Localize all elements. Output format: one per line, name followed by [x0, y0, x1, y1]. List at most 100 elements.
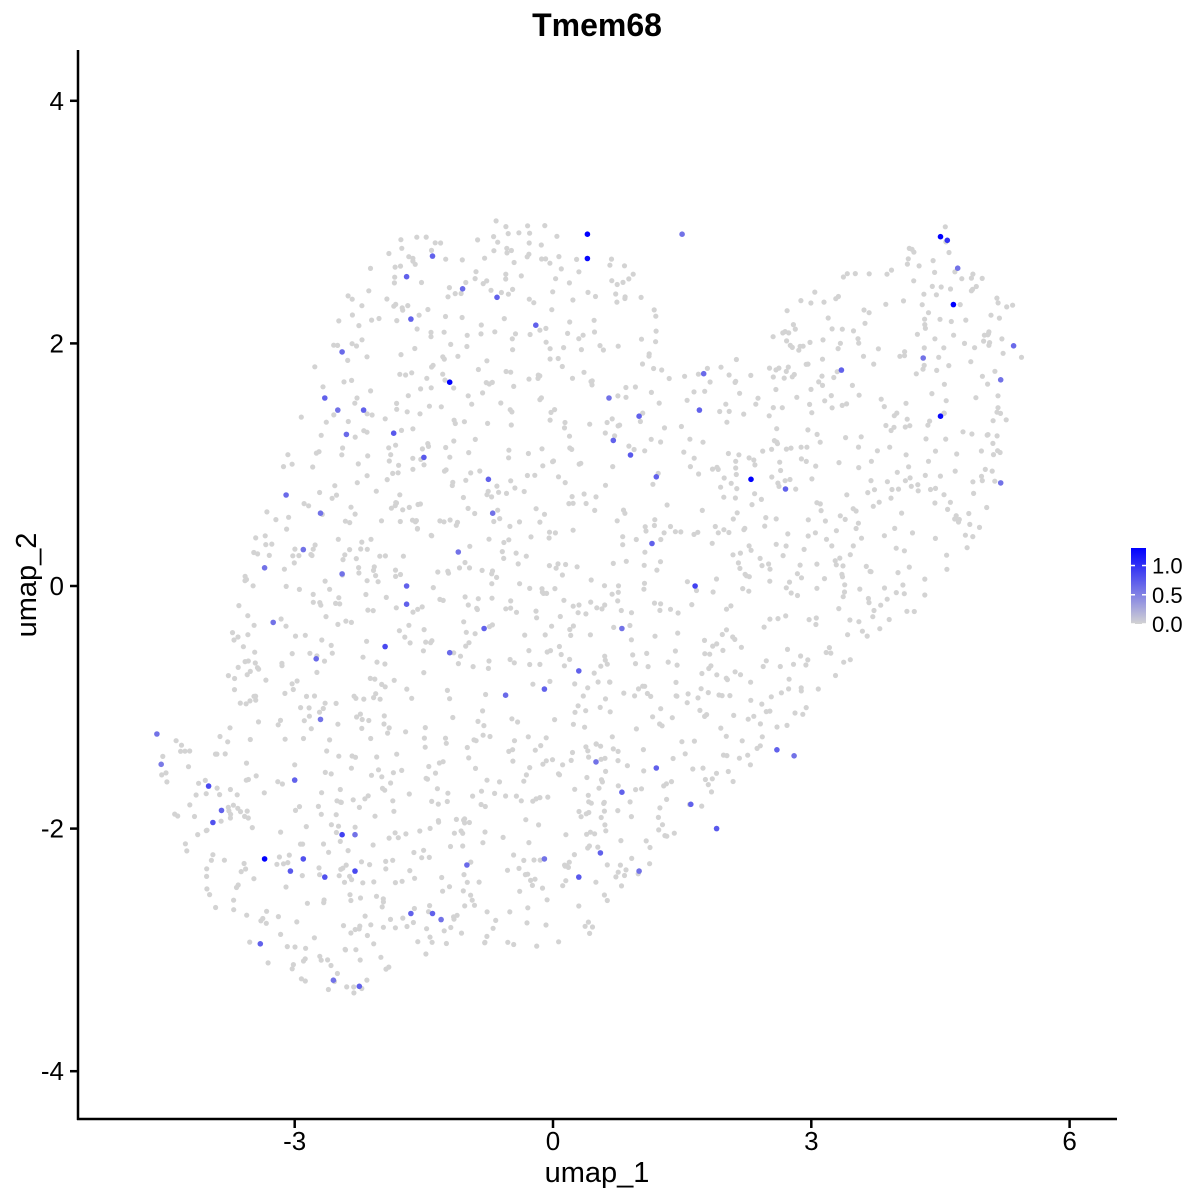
cell-point: [602, 430, 608, 436]
cell-point: [927, 418, 933, 424]
cell-point: [260, 915, 266, 922]
expressing-cell-point: [700, 370, 707, 377]
cell-point: [946, 249, 952, 256]
cell-point: [664, 796, 670, 803]
cell-point: [901, 548, 908, 554]
cell-point: [645, 664, 651, 670]
cell-point: [364, 411, 370, 417]
cell-point: [421, 627, 427, 633]
cell-point: [546, 529, 553, 535]
cell-point: [480, 281, 486, 287]
cell-point: [249, 825, 255, 831]
cell-point: [263, 542, 269, 548]
cell-point: [403, 831, 409, 837]
cell-point: [723, 606, 730, 612]
cell-point: [410, 466, 416, 472]
cell-point: [901, 353, 908, 359]
cell-point: [640, 747, 647, 753]
cell-point: [427, 825, 433, 832]
cell-point: [208, 857, 214, 863]
cell-point: [566, 859, 572, 865]
cell-point: [399, 767, 405, 774]
cell-point: [430, 362, 436, 368]
cell-point: [566, 501, 572, 507]
cell-point: [737, 550, 744, 556]
cell-point: [640, 410, 646, 416]
cell-point: [941, 492, 947, 498]
cell-point: [407, 868, 413, 874]
cell-point: [195, 832, 201, 838]
expressing-cell-point: [649, 540, 655, 547]
cell-point: [543, 758, 549, 764]
expressing-cell-point: [154, 731, 160, 737]
cell-point: [221, 857, 227, 863]
cell-point: [447, 843, 454, 850]
cell-point: [598, 743, 604, 749]
cell-point: [191, 813, 198, 820]
cell-point: [911, 608, 917, 615]
cell-point: [275, 722, 281, 728]
x-axis-title: umap_1: [545, 1157, 650, 1189]
cell-point: [598, 756, 604, 762]
cell-point: [397, 518, 403, 525]
cell-point: [397, 571, 404, 578]
cell-point: [364, 429, 370, 435]
cell-point: [852, 271, 858, 277]
cell-point: [441, 329, 447, 335]
cell-point: [617, 862, 624, 868]
cell-point: [386, 445, 392, 451]
cell-point: [474, 606, 480, 613]
cell-point: [478, 322, 484, 328]
cell-point: [633, 726, 640, 732]
cell-point: [182, 841, 188, 847]
expressing-cell-point: [692, 583, 698, 589]
cell-point: [708, 789, 715, 795]
cell-point: [985, 332, 991, 338]
cell-point: [463, 477, 469, 483]
cell-point: [547, 417, 553, 423]
cell-point: [866, 600, 872, 606]
cell-point: [539, 885, 546, 891]
cell-point: [507, 407, 513, 413]
expressing-cell-point: [619, 625, 625, 632]
cell-point: [813, 615, 819, 621]
cell-point: [733, 471, 739, 478]
cell-point: [642, 524, 648, 530]
cell-point: [385, 730, 391, 736]
cell-point: [363, 591, 369, 598]
cell-point: [697, 707, 703, 714]
cell-point: [486, 536, 492, 542]
cell-point: [886, 616, 892, 623]
cell-point: [247, 698, 253, 704]
cell-point: [412, 875, 418, 881]
cell-point: [397, 263, 404, 269]
cell-point: [957, 302, 963, 308]
cell-point: [508, 422, 514, 428]
cell-point: [970, 271, 976, 277]
cell-point: [373, 573, 379, 579]
expressing-cell-point: [627, 452, 634, 458]
cell-point: [868, 478, 874, 484]
cell-point: [235, 664, 241, 671]
cell-point: [231, 637, 237, 643]
cell-point: [963, 317, 969, 323]
cell-point: [943, 398, 949, 404]
cell-point: [289, 461, 295, 467]
cell-point: [461, 419, 467, 425]
cell-point: [826, 645, 833, 651]
cell-point: [794, 394, 800, 400]
cell-point: [362, 913, 368, 919]
cell-point: [904, 608, 910, 614]
cell-point: [681, 449, 687, 455]
cell-point: [456, 565, 463, 571]
cell-point: [253, 773, 259, 779]
cell-point: [235, 634, 241, 640]
cell-point: [507, 656, 513, 663]
cell-point: [453, 816, 459, 823]
cell-point: [988, 312, 994, 318]
cell-point: [585, 919, 592, 925]
cell-point: [404, 409, 410, 415]
cell-point: [798, 685, 804, 691]
cell-point: [283, 623, 289, 629]
cell-point: [613, 874, 619, 880]
